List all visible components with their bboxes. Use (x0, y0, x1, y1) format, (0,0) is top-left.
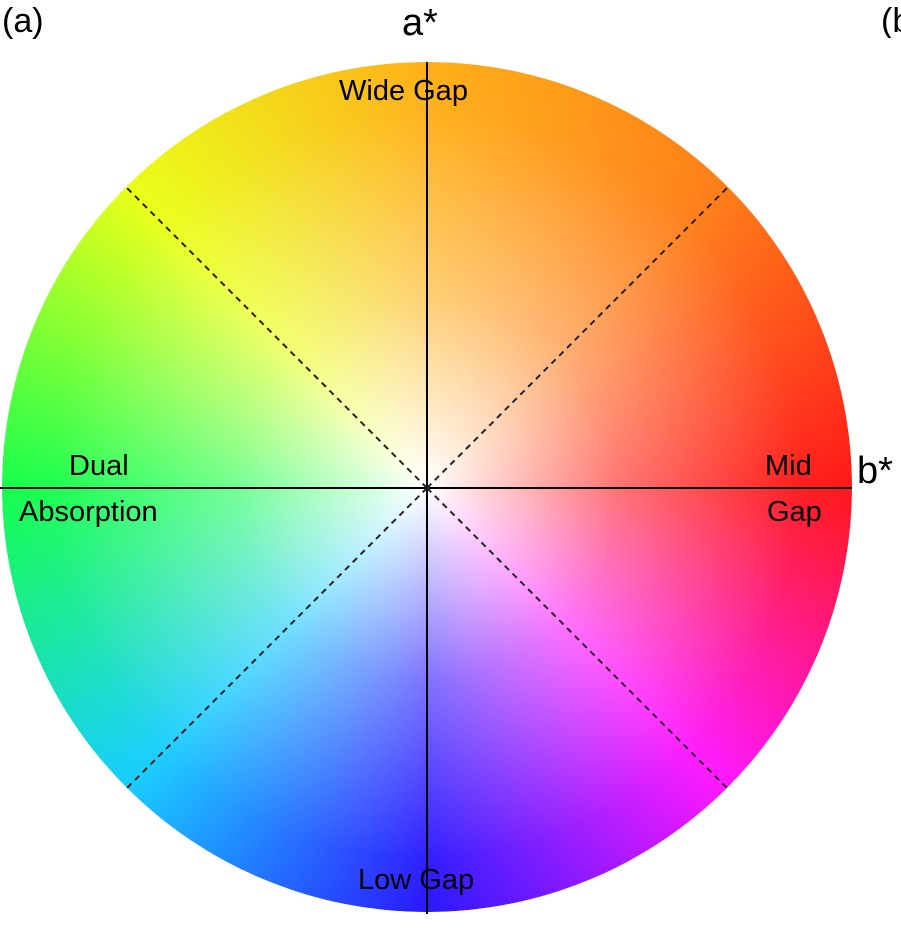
region-label-mid-line1: Mid (765, 450, 812, 482)
diagonal-divider-nw (126, 187, 428, 489)
region-label-dual-line1: Dual (69, 450, 129, 482)
axis-label-b-star: b* (857, 450, 893, 492)
region-label-wide-gap: Wide Gap (339, 75, 468, 107)
region-label-low-gap: Low Gap (358, 864, 475, 896)
diagonal-divider-ne (426, 187, 728, 489)
region-label-mid-line2: Gap (767, 496, 822, 528)
panel-label-b: (b) (881, 4, 901, 38)
diagonal-divider-sw (126, 487, 428, 789)
axis-label-a-star: a* (402, 2, 438, 44)
panel-label-a: (a) (2, 2, 44, 40)
diagonal-divider-se (426, 487, 728, 789)
region-label-dual-line2: Absorption (19, 496, 158, 528)
